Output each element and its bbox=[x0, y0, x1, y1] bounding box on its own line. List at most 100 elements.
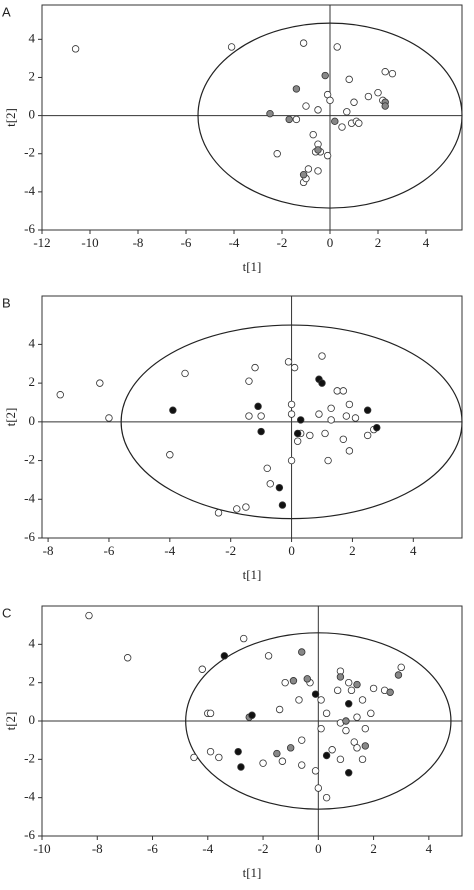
x-tick-label: -12 bbox=[33, 235, 50, 250]
point bbox=[275, 705, 284, 714]
point bbox=[56, 391, 64, 399]
panel-label: A bbox=[2, 4, 11, 19]
point bbox=[315, 410, 323, 418]
y-tick-label: -4 bbox=[24, 789, 35, 804]
point bbox=[311, 767, 320, 775]
x-tick-label: -2 bbox=[225, 543, 236, 558]
point bbox=[317, 724, 325, 733]
point bbox=[345, 678, 353, 687]
point bbox=[364, 92, 373, 101]
point bbox=[350, 98, 358, 106]
y-tick-label: -2 bbox=[24, 145, 35, 160]
point bbox=[321, 71, 329, 80]
point bbox=[287, 456, 296, 465]
point bbox=[374, 89, 382, 97]
point bbox=[369, 684, 378, 693]
point bbox=[342, 412, 351, 420]
point bbox=[373, 423, 381, 432]
point bbox=[289, 677, 298, 685]
point bbox=[71, 45, 80, 53]
point bbox=[342, 726, 350, 735]
point bbox=[292, 115, 301, 124]
point bbox=[322, 709, 331, 718]
point bbox=[336, 673, 345, 681]
point bbox=[361, 724, 369, 733]
point bbox=[266, 480, 274, 488]
point bbox=[386, 688, 394, 696]
point bbox=[381, 68, 389, 76]
x-tick-label: -8 bbox=[92, 841, 103, 856]
point bbox=[198, 665, 206, 673]
point bbox=[245, 377, 253, 385]
y-tick-label: 2 bbox=[29, 674, 36, 689]
point bbox=[287, 410, 296, 418]
point bbox=[298, 648, 306, 656]
point bbox=[328, 746, 336, 754]
point bbox=[343, 108, 351, 116]
x-tick-label: -10 bbox=[81, 235, 98, 250]
point bbox=[254, 402, 262, 411]
x-axis-label: t[1] bbox=[243, 259, 262, 274]
point bbox=[245, 412, 253, 420]
x-tick-label: -8 bbox=[133, 235, 144, 250]
panel-label: C bbox=[2, 605, 11, 620]
point bbox=[327, 416, 335, 424]
point bbox=[273, 150, 281, 158]
point bbox=[333, 387, 341, 395]
x-tick-label: 2 bbox=[349, 543, 356, 558]
point bbox=[123, 654, 132, 662]
point bbox=[309, 130, 317, 139]
y-tick-label: -4 bbox=[24, 183, 35, 198]
point bbox=[263, 464, 271, 473]
x-tick-label: -10 bbox=[33, 841, 50, 856]
point bbox=[257, 412, 265, 420]
point bbox=[293, 437, 302, 445]
point bbox=[314, 106, 322, 114]
point bbox=[248, 711, 256, 719]
y-axis-label: t[2] bbox=[3, 408, 18, 427]
x-tick-label: -4 bbox=[229, 235, 240, 250]
point bbox=[286, 744, 295, 752]
y-tick-label: -2 bbox=[24, 452, 35, 467]
point bbox=[266, 109, 274, 118]
point bbox=[293, 429, 302, 438]
point bbox=[275, 483, 284, 492]
point bbox=[240, 634, 248, 643]
confidence-ellipse bbox=[197, 22, 463, 209]
x-tick-label: -2 bbox=[258, 841, 269, 856]
point bbox=[306, 431, 314, 440]
x-tick-label: 0 bbox=[315, 841, 322, 856]
point bbox=[278, 501, 287, 509]
x-tick-label: -2 bbox=[277, 235, 288, 250]
point bbox=[345, 400, 354, 409]
point bbox=[353, 680, 361, 689]
point bbox=[363, 431, 372, 440]
y-tick-label: 0 bbox=[29, 413, 36, 428]
point bbox=[331, 117, 339, 126]
point bbox=[296, 416, 305, 424]
point bbox=[363, 406, 372, 414]
x-tick-label: -6 bbox=[147, 841, 158, 856]
point bbox=[257, 427, 265, 436]
x-tick-label: -4 bbox=[164, 543, 175, 558]
y-tick-label: -2 bbox=[24, 750, 35, 765]
x-tick-label: 4 bbox=[426, 841, 433, 856]
point bbox=[333, 43, 341, 51]
plot-frame bbox=[41, 4, 463, 231]
point bbox=[264, 652, 273, 660]
point bbox=[367, 709, 375, 718]
point bbox=[351, 414, 360, 422]
point bbox=[322, 751, 331, 760]
point bbox=[237, 763, 245, 771]
point bbox=[318, 352, 326, 360]
point bbox=[314, 146, 322, 154]
point bbox=[314, 167, 322, 175]
point bbox=[339, 387, 348, 395]
point bbox=[345, 769, 353, 777]
point bbox=[220, 652, 229, 660]
y-tick-label: 4 bbox=[29, 30, 36, 45]
point bbox=[333, 686, 342, 695]
point bbox=[381, 102, 389, 110]
point bbox=[190, 753, 198, 762]
